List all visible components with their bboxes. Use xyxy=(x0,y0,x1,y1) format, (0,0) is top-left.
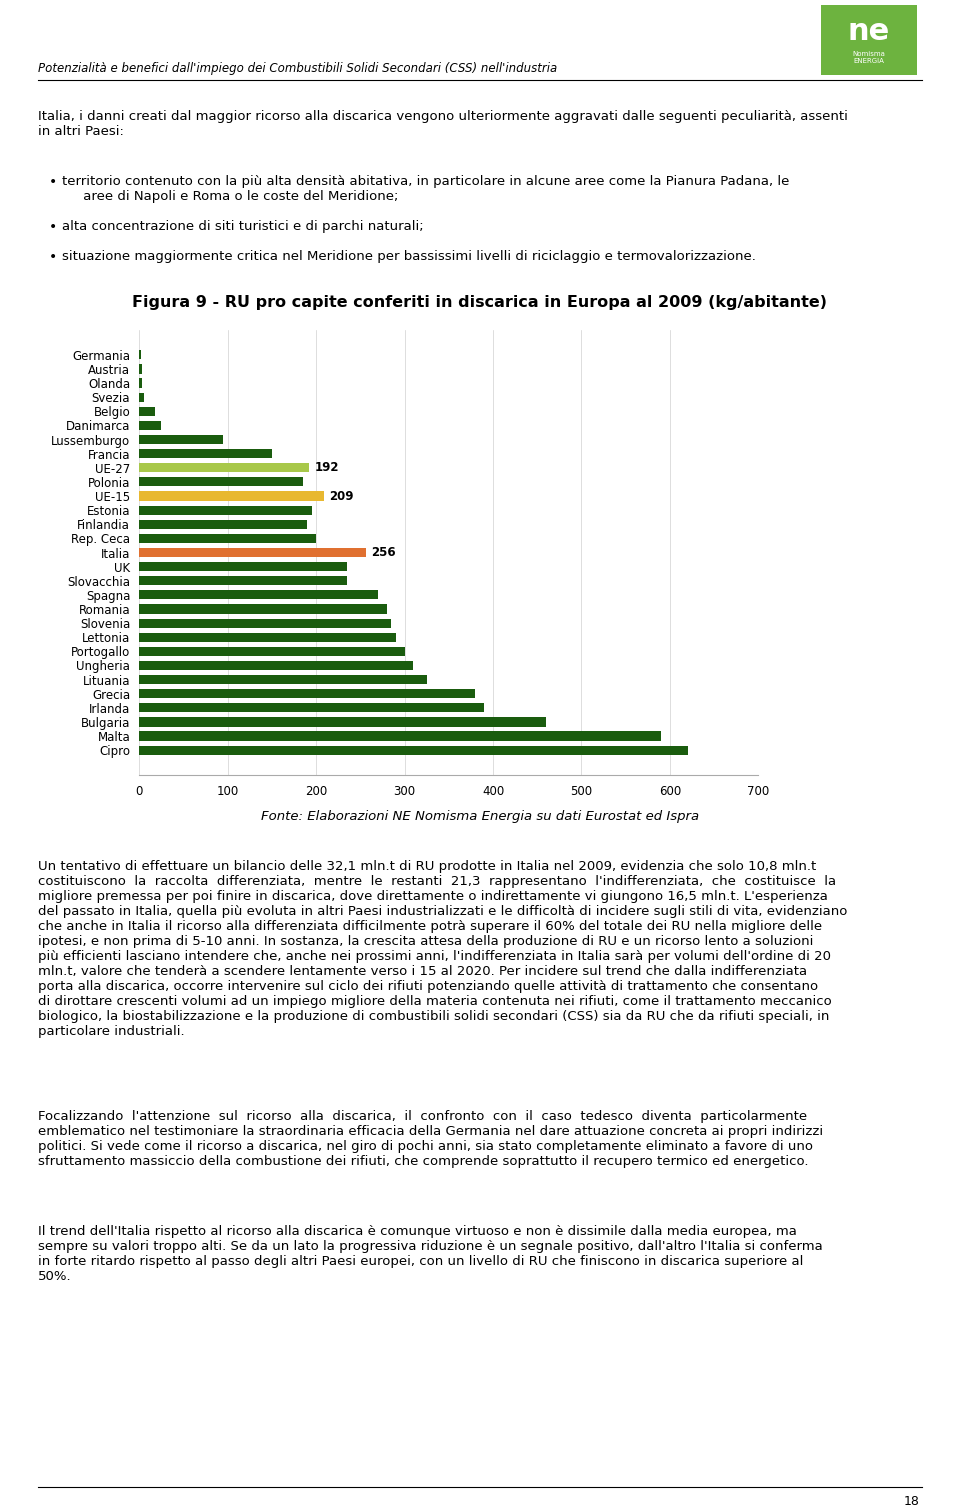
Text: situazione maggiormente critica nel Meridione per bassissimi livelli di riciclag: situazione maggiormente critica nel Meri… xyxy=(62,250,756,263)
Bar xyxy=(139,745,687,756)
Bar xyxy=(139,632,396,641)
Text: Focalizzando  l'attenzione  sul  ricorso  alla  discarica,  il  confronto  con  : Focalizzando l'attenzione sul ricorso al… xyxy=(38,1111,824,1168)
Text: Un tentativo di effettuare un bilancio delle 32,1 mln.t di RU prodotte in Italia: Un tentativo di effettuare un bilancio d… xyxy=(38,859,848,1038)
Text: •: • xyxy=(49,250,57,263)
Bar xyxy=(139,378,142,388)
Bar xyxy=(139,506,312,515)
Text: 18: 18 xyxy=(903,1494,920,1505)
Bar xyxy=(139,576,348,585)
Text: •: • xyxy=(49,220,57,233)
Text: Figura 9 - RU pro capite conferiti in discarica in Europa al 2009 (kg/abitante): Figura 9 - RU pro capite conferiti in di… xyxy=(132,295,828,310)
Bar xyxy=(139,661,414,670)
Text: 209: 209 xyxy=(329,489,354,503)
Text: 256: 256 xyxy=(371,546,396,558)
Bar xyxy=(139,464,309,473)
Bar xyxy=(139,718,546,727)
Text: Nomisma
ENERGIA: Nomisma ENERGIA xyxy=(852,51,885,65)
Bar xyxy=(139,364,142,373)
Text: territorio contenuto con la più alta densità abitativa, in particolare in alcune: territorio contenuto con la più alta den… xyxy=(62,175,790,203)
Bar xyxy=(139,534,316,543)
Bar xyxy=(139,548,366,557)
Bar xyxy=(139,647,404,656)
Text: •: • xyxy=(49,175,57,190)
Bar xyxy=(139,519,307,528)
Bar xyxy=(139,448,272,458)
Bar xyxy=(139,703,484,712)
Bar xyxy=(139,351,141,360)
Text: Potenzialità e benefici dall'impiego dei Combustibili Solidi Secondari (CSS) nel: Potenzialità e benefici dall'impiego dei… xyxy=(38,62,558,75)
Bar xyxy=(139,421,161,430)
Bar xyxy=(139,435,224,444)
Bar xyxy=(139,406,156,415)
Bar xyxy=(139,590,378,599)
Bar xyxy=(139,676,426,685)
Text: Fonte: Elaborazioni NE Nomisma Energia su dati Eurostat ed Ispra: Fonte: Elaborazioni NE Nomisma Energia s… xyxy=(261,810,699,823)
Bar xyxy=(139,689,475,698)
Bar xyxy=(139,477,302,486)
Bar xyxy=(139,619,392,628)
Text: 192: 192 xyxy=(314,461,339,474)
Bar xyxy=(139,492,324,501)
Bar xyxy=(139,561,348,572)
Bar xyxy=(139,605,387,614)
Text: ne: ne xyxy=(848,17,890,47)
Bar xyxy=(139,731,661,740)
Text: alta concentrazione di siti turistici e di parchi naturali;: alta concentrazione di siti turistici e … xyxy=(62,220,424,233)
Bar xyxy=(139,393,144,402)
Text: Italia, i danni creati dal maggior ricorso alla discarica vengono ulteriormente : Italia, i danni creati dal maggior ricor… xyxy=(38,110,849,138)
Text: Il trend dell'Italia rispetto al ricorso alla discarica è comunque virtuoso e no: Il trend dell'Italia rispetto al ricorso… xyxy=(38,1225,823,1282)
